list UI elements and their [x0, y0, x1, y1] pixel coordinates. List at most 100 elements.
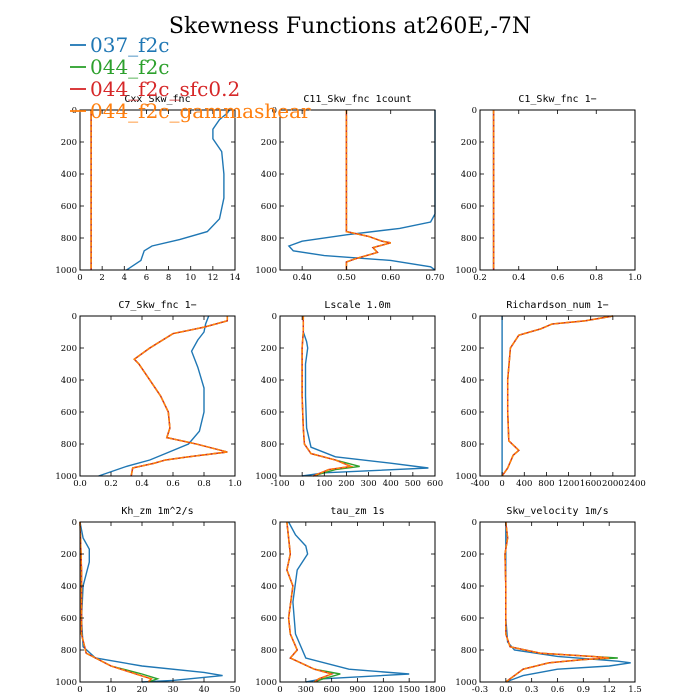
x-tick-label: 50	[230, 685, 241, 695]
y-tick-label: 600	[261, 614, 277, 624]
x-tick-label: 14	[230, 273, 241, 283]
y-tick-label: 200	[61, 344, 77, 354]
plot-frame	[479, 109, 636, 271]
plot-frame	[479, 315, 636, 477]
x-tick-label: 0.6	[551, 273, 565, 283]
x-tick-label: 40	[199, 685, 210, 695]
series-line-037_f2c	[302, 316, 429, 477]
series-line-044_f2c_gammashear	[504, 521, 610, 683]
panel-title: C11_Skw_fnc 1count	[303, 94, 411, 105]
y-tick-label: 400	[261, 376, 277, 386]
x-tick-label: 0.0	[73, 479, 87, 489]
y-tick-label: 200	[261, 344, 277, 354]
series-line-037_f2c	[98, 315, 210, 477]
x-tick-label: 0	[277, 685, 282, 695]
series-line-044_f2c_gammashear	[501, 315, 614, 477]
legend-label: 044_f2c	[90, 55, 170, 79]
x-tick-label: 2	[99, 273, 104, 283]
panel-2: C1_Skw_fnc 1− 0.2 0.4 0.6 0.8 1.0 0 200 400 600 80…	[455, 94, 641, 283]
x-tick-label: 2000	[602, 479, 624, 489]
y-tick-label: 600	[461, 614, 477, 624]
y-tick-label: 1000	[255, 266, 277, 276]
y-tick-label: 200	[461, 344, 477, 354]
y-tick-label: 600	[461, 202, 477, 212]
y-tick-label: 400	[461, 376, 477, 386]
panel-5: Richardson_num 1−-400 0 400 800 1200 1600 2000…	[455, 300, 645, 489]
y-tick-label: 400	[261, 170, 277, 180]
x-tick-label: 1200	[373, 685, 395, 695]
y-tick-label: 800	[61, 646, 77, 656]
y-tick-label: 800	[261, 440, 277, 450]
legend-label: 044_f2c_sfc0.2	[90, 77, 240, 101]
series-line-044_f2c	[286, 521, 341, 683]
y-tick-label: 1000	[255, 472, 277, 482]
y-tick-label: 800	[61, 440, 77, 450]
x-tick-label: 0.6	[166, 479, 180, 489]
y-tick-label: 400	[61, 170, 77, 180]
series-line-044_f2c_gammashear	[130, 316, 229, 477]
x-tick-label: 30	[168, 685, 179, 695]
y-tick-label: 1000	[455, 266, 477, 276]
series-line-044_f2c	[79, 521, 160, 683]
y-tick-label: 0	[72, 518, 77, 528]
y-tick-label: 400	[61, 376, 77, 386]
x-tick-label: 400	[383, 479, 399, 489]
x-tick-label: 0.2	[473, 273, 487, 283]
panel-3: C7_Skw_fnc 1− 0.0 0.2 0.4 0.6 0.8 1.0 0 200 400 60…	[55, 300, 241, 489]
panel-title: C7_Skw_fnc 1−	[118, 300, 196, 311]
x-tick-label: 900	[349, 685, 365, 695]
plot-frame	[279, 315, 436, 477]
series-line-037_f2c	[287, 110, 436, 271]
y-tick-label: 800	[461, 646, 477, 656]
y-tick-label: 600	[61, 202, 77, 212]
x-tick-label: 1800	[424, 685, 446, 695]
y-tick-label: 600	[61, 614, 77, 624]
x-tick-label: 0.6	[551, 685, 565, 695]
series-line-044_f2c_sfc0.2	[345, 110, 391, 270]
x-tick-label: 0.70	[426, 273, 445, 283]
y-tick-label: 0	[272, 312, 277, 322]
x-tick-label: 0.9	[577, 685, 591, 695]
x-tick-label: -0.3	[472, 685, 488, 695]
panel-title: Skw_velocity 1m/s	[506, 506, 608, 517]
plot-frame	[279, 521, 436, 683]
panel-8: Skw_velocity 1m/s -0.3 0.0 0.3 0.6 0.9 1.2 1.5 0…	[455, 506, 641, 695]
y-tick-label: 1000	[55, 266, 77, 276]
panel-title: C1_Skw_fnc 1−	[518, 94, 596, 105]
x-tick-label: 600	[427, 479, 443, 489]
y-tick-label: 200	[61, 138, 77, 148]
series-line-044_f2c	[130, 316, 228, 477]
series-line-044_f2c_sfc0.2	[79, 521, 153, 683]
series-line-044_f2c_sfc0.2	[130, 316, 228, 477]
x-tick-label: 0.0	[499, 685, 513, 695]
legend: 037_f2c044_f2c044_f2c_sfc0.2044_f2c_gamm…	[70, 33, 311, 123]
plot-frame	[79, 109, 236, 271]
panel-title: Kh_zm 1m^2/s	[121, 506, 193, 517]
x-tick-label: -100	[270, 479, 289, 489]
x-tick-label: 0.2	[104, 479, 118, 489]
y-tick-label: 1000	[55, 678, 77, 688]
x-tick-label: 1.0	[228, 479, 242, 489]
y-tick-label: 400	[261, 582, 277, 592]
y-tick-label: 0	[472, 312, 477, 322]
y-tick-label: 200	[261, 138, 277, 148]
x-tick-label: 0.8	[197, 479, 211, 489]
x-tick-label: 6	[144, 273, 149, 283]
x-tick-label: 0	[77, 273, 82, 283]
y-tick-label: 800	[461, 234, 477, 244]
x-tick-label: 1.2	[602, 685, 616, 695]
y-tick-label: 400	[461, 170, 477, 180]
y-tick-label: 0	[472, 106, 477, 116]
x-tick-label: 800	[538, 479, 554, 489]
x-tick-label: 200	[338, 479, 354, 489]
x-tick-label: 4	[122, 273, 127, 283]
x-tick-label: 300	[298, 685, 314, 695]
y-tick-label: 200	[461, 138, 477, 148]
y-tick-label: 0	[272, 518, 277, 528]
x-tick-label: 0	[299, 479, 304, 489]
panels: Cxx_Skw_fnc0246810121402004006008001000C…	[55, 94, 645, 695]
series-line-044_f2c	[501, 315, 614, 477]
y-tick-label: 800	[461, 440, 477, 450]
panel-1: C11_Skw_fnc 1count 0.40 0.50 0.60 0.70 0 200 40…	[255, 94, 444, 283]
y-tick-label: 1000	[255, 678, 277, 688]
